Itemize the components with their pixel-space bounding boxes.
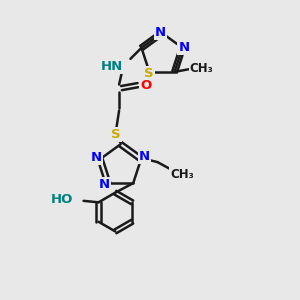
Text: S: S — [145, 67, 154, 80]
Text: N: N — [139, 150, 150, 163]
Text: N: N — [91, 151, 102, 164]
Text: N: N — [155, 26, 166, 39]
Text: N: N — [178, 41, 189, 54]
Text: N: N — [99, 178, 110, 191]
Text: CH₃: CH₃ — [170, 167, 194, 181]
Text: O: O — [140, 79, 152, 92]
Text: CH₃: CH₃ — [190, 62, 213, 75]
Text: HN: HN — [100, 60, 123, 73]
Text: HO: HO — [51, 193, 73, 206]
Text: S: S — [111, 128, 121, 141]
